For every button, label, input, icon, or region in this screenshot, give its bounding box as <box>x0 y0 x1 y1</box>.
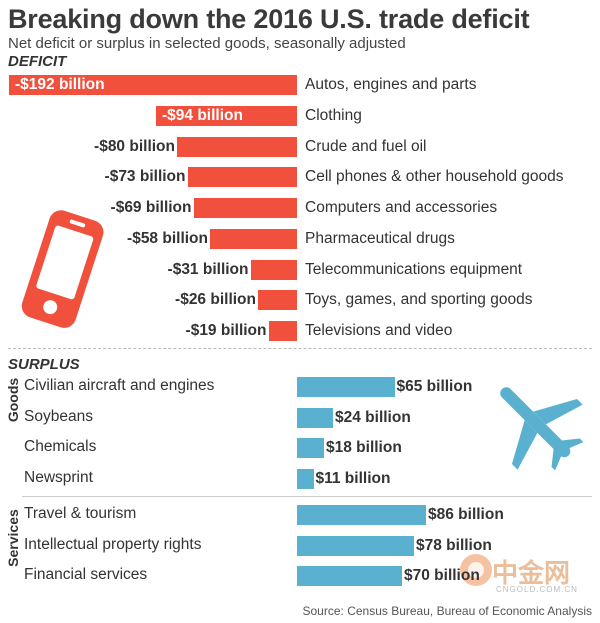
deficit-value: -$80 billion <box>94 137 175 155</box>
watermark-url: CNGOLD.COM.CN <box>496 585 578 594</box>
surplus-category-label: Soybeans <box>24 407 93 425</box>
chart-subtitle: Net deficit or surplus in selected goods… <box>8 35 406 52</box>
source-note: Source: Census Bureau, Bureau of Economi… <box>302 604 593 618</box>
deficit-category-label: Televisions and video <box>305 322 453 339</box>
services-side-label: Services <box>5 509 21 567</box>
deficit-bar <box>250 259 297 280</box>
deficit-bar <box>258 290 297 311</box>
deficit-value: -$26 billion <box>175 291 256 309</box>
surplus-bar <box>297 468 314 489</box>
deficit-value: -$73 billion <box>104 168 186 186</box>
surplus-category-label: Intellectual property rights <box>24 535 202 553</box>
surplus-value: $70 billion <box>404 567 480 584</box>
deficit-value: -$58 billion <box>127 229 208 247</box>
deficit-category-label: Telecommunications equipment <box>305 260 523 278</box>
surplus-category-label: Civilian aircraft and engines <box>24 377 215 394</box>
deficit-category-label: Cell phones & other household goods <box>305 168 564 186</box>
deficit-category-label: Toys, games, and sporting goods <box>305 291 533 309</box>
watermark-text: 中金网 <box>492 558 571 588</box>
watermark-logo-icon <box>460 554 492 586</box>
deficit-bar <box>193 198 297 218</box>
surplus-value: $11 billion <box>315 469 391 487</box>
surplus-value: $65 billion <box>396 378 473 395</box>
surplus-bar <box>297 407 333 428</box>
deficit-bar <box>268 321 297 341</box>
deficit-value: -$192 billion <box>15 76 105 93</box>
surplus-bar <box>297 377 395 397</box>
deficit-category-label: Pharmaceutical drugs <box>305 229 455 247</box>
surplus-bar <box>297 535 414 556</box>
deficit-value: -$19 billion <box>185 322 267 339</box>
surplus-value: $24 billion <box>335 408 411 426</box>
deficit-bar <box>156 105 297 126</box>
goods-services-divider <box>22 496 592 497</box>
airplane-icon <box>500 387 584 471</box>
surplus-value: $86 billion <box>428 506 504 523</box>
surplus-category-label: Travel & tourism <box>24 505 137 522</box>
phone-icon <box>21 210 104 328</box>
deficit-bar <box>210 228 297 249</box>
section-divider <box>8 348 592 349</box>
deficit-category-label: Autos, engines and parts <box>305 76 477 93</box>
deficit-category-label: Clothing <box>305 106 362 124</box>
surplus-bar <box>297 566 402 586</box>
deficit-bar <box>187 167 297 188</box>
deficit-category-label: Computers and accessories <box>305 199 498 216</box>
surplus-value: $78 billion <box>416 536 492 554</box>
surplus-category-label: Newsprint <box>24 468 93 486</box>
deficit-value: -$69 billion <box>110 199 192 216</box>
surplus-category-label: Financial services <box>24 566 148 583</box>
surplus-section-label: SURPLUS <box>8 356 80 373</box>
deficit-category-label: Crude and fuel oil <box>305 137 427 155</box>
deficit-bar <box>9 75 297 95</box>
surplus-value: $18 billion <box>326 439 402 456</box>
deficit-value: -$31 billion <box>167 260 249 278</box>
surplus-bar <box>297 438 324 458</box>
chart-title: Breaking down the 2016 U.S. trade defici… <box>8 4 530 34</box>
goods-side-label: Goods <box>5 377 21 423</box>
deficit-section-label: DEFICIT <box>8 53 67 70</box>
deficit-value: -$94 billion <box>162 106 243 124</box>
surplus-bar <box>297 505 426 525</box>
surplus-category-label: Chemicals <box>24 438 97 455</box>
deficit-bar <box>177 136 297 157</box>
